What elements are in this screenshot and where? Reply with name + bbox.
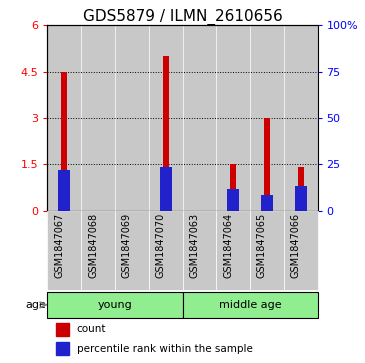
Text: GSM1847068: GSM1847068 [88, 213, 98, 278]
Bar [261, 195, 273, 211]
Title: GDS5879 / ILMN_2610656: GDS5879 / ILMN_2610656 [82, 9, 283, 25]
Bar [149, 211, 182, 290]
Text: young: young [97, 300, 132, 310]
Bar [182, 25, 216, 211]
Bar [182, 211, 216, 290]
Bar [55, 342, 69, 355]
Text: GSM1847063: GSM1847063 [189, 213, 199, 278]
Text: GSM1847067: GSM1847067 [54, 213, 64, 278]
Bar [55, 323, 69, 336]
Bar [81, 25, 115, 211]
Text: GSM1847070: GSM1847070 [155, 213, 166, 278]
Bar [230, 164, 236, 211]
Bar [297, 167, 304, 211]
Bar [115, 25, 149, 211]
Bar [216, 211, 250, 290]
Bar [58, 170, 70, 211]
Bar [216, 25, 250, 211]
Bar [227, 189, 239, 211]
Bar [182, 292, 318, 318]
Bar [149, 25, 182, 211]
Bar [47, 292, 182, 318]
Text: GSM1847064: GSM1847064 [223, 213, 233, 278]
Bar [61, 72, 68, 211]
Bar [264, 118, 270, 211]
Bar [160, 167, 172, 211]
Bar [115, 211, 149, 290]
Bar [47, 25, 81, 211]
Bar [162, 56, 169, 211]
Text: count: count [77, 325, 106, 334]
Text: GSM1847069: GSM1847069 [122, 213, 132, 278]
Bar [284, 211, 318, 290]
Bar [250, 25, 284, 211]
Bar [295, 186, 307, 211]
Text: middle age: middle age [219, 300, 281, 310]
Bar [81, 211, 115, 290]
Text: percentile rank within the sample: percentile rank within the sample [77, 344, 253, 354]
Bar [47, 211, 81, 290]
Bar [250, 211, 284, 290]
Text: GSM1847065: GSM1847065 [257, 213, 267, 278]
Text: age: age [25, 300, 46, 310]
Text: GSM1847066: GSM1847066 [291, 213, 301, 278]
Bar [284, 25, 318, 211]
